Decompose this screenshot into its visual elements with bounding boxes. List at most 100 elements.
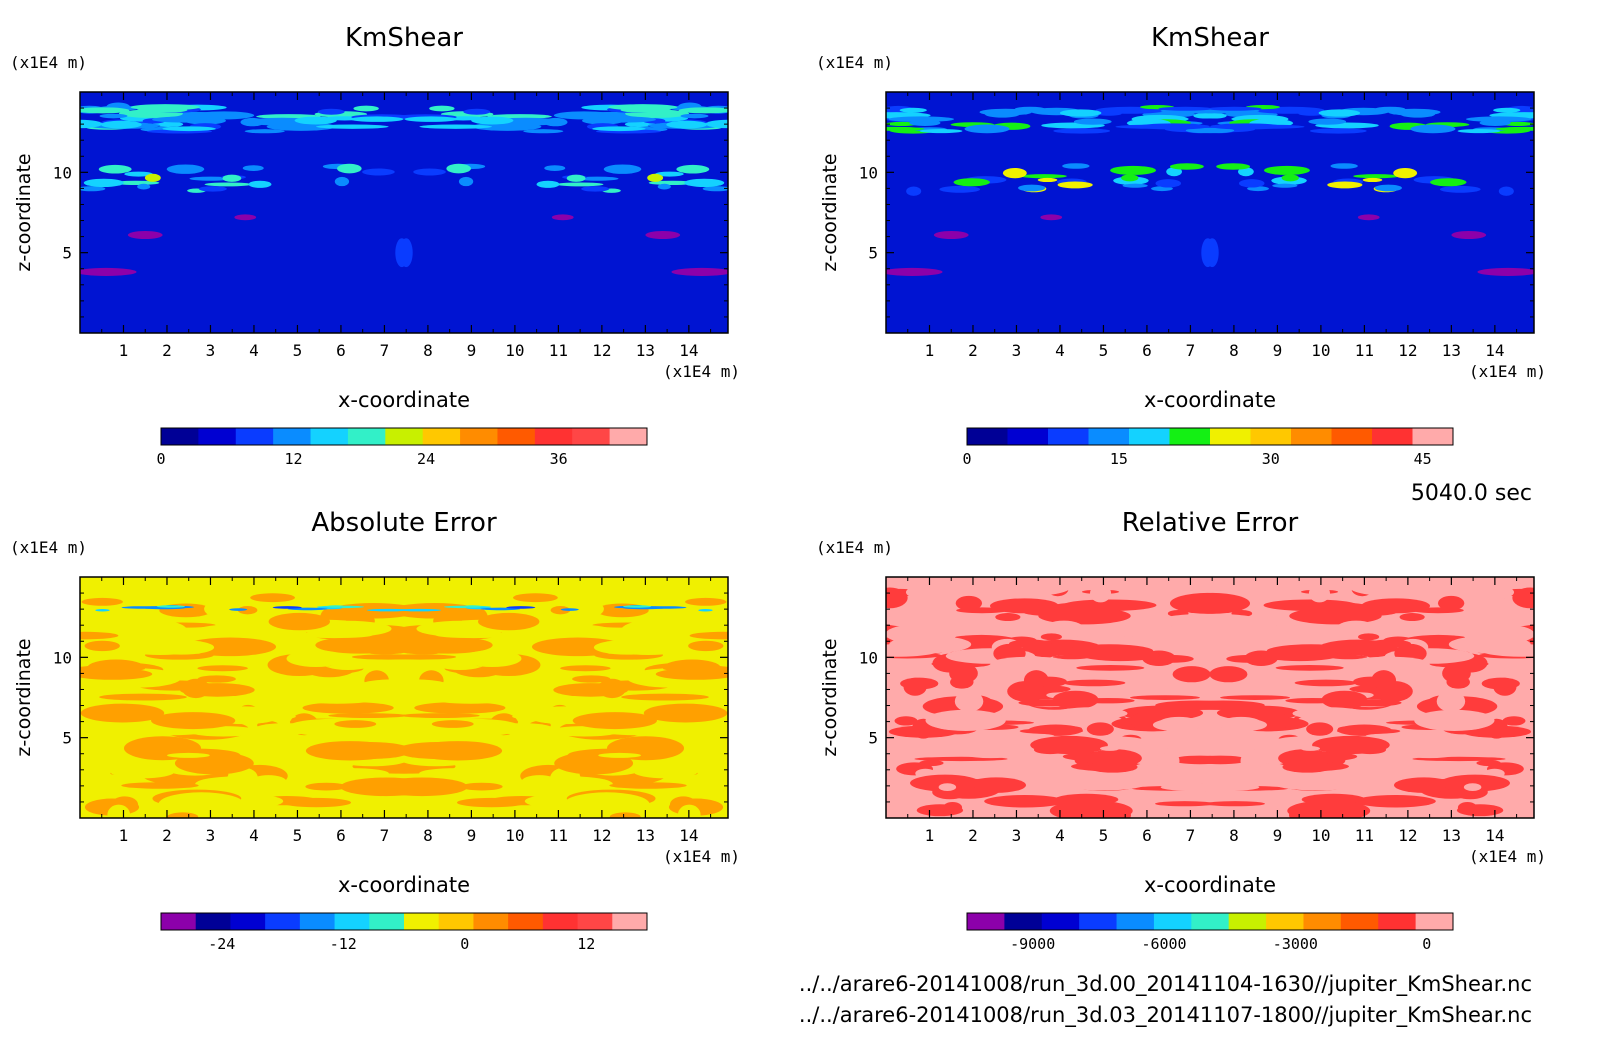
field-contour: [1354, 795, 1436, 808]
field-contour: [1430, 178, 1467, 187]
field-contour: [1155, 179, 1182, 188]
field-contour: [990, 598, 1059, 614]
field-contour: [643, 703, 728, 723]
x-tick-label: 6: [336, 826, 346, 845]
colorbar-swatch: [1266, 913, 1304, 930]
field-contour: [1008, 639, 1052, 648]
field-contour: [1089, 584, 1112, 603]
field-contour: [1390, 737, 1469, 759]
colorbar-swatch: [1088, 428, 1130, 445]
field-contour: [1292, 707, 1366, 720]
colorbar-swatch: [572, 428, 611, 445]
colorbar-swatch: [1228, 913, 1267, 930]
field-contour: [1059, 109, 1102, 117]
field-contour: [1285, 697, 1340, 704]
panel-title: KmShear: [345, 23, 463, 53]
field-contour: [1498, 186, 1514, 196]
field-contour: [995, 613, 1021, 622]
field-contour: [1121, 174, 1139, 182]
field-contour: [1463, 783, 1482, 792]
field-contour: [953, 178, 990, 187]
field-contour: [234, 214, 257, 221]
field-contour: [992, 656, 1071, 669]
colorbar-swatch: [967, 913, 1005, 930]
field-contour: [80, 107, 130, 114]
field-contour: [1512, 587, 1534, 609]
field-contour: [1289, 602, 1370, 612]
field-contour: [1040, 214, 1063, 221]
colorbar: 0 15 30 45: [962, 427, 1454, 468]
colorbar-swatch: [1048, 428, 1089, 445]
field-contour: [156, 605, 185, 608]
field-contour: [1422, 611, 1492, 622]
field-contour: [905, 583, 963, 601]
colorbar-swatch: [1129, 428, 1170, 445]
field-contour: [889, 635, 972, 654]
colorbar-swatch: [265, 913, 301, 930]
field-contour: [1442, 663, 1471, 684]
field-contour: [158, 792, 245, 817]
panel-title: KmShear: [1151, 23, 1269, 53]
field-contour: [337, 163, 362, 174]
field-contour: [894, 716, 918, 726]
field-contour: [1174, 592, 1251, 614]
field-contour: [886, 609, 940, 627]
field-contour: [268, 612, 330, 631]
field-contour: [1362, 177, 1383, 183]
field-contour: [1037, 177, 1058, 183]
field-contour: [708, 728, 728, 753]
field-contour: [1002, 167, 1027, 179]
field-contour: [386, 679, 407, 696]
field-contour: [1465, 116, 1532, 122]
field-contour: [435, 631, 513, 639]
plot-frame: [79, 91, 729, 334]
field-contour: [1457, 129, 1501, 134]
field-contour: [281, 797, 351, 808]
colorbar-tick-label: 24: [417, 450, 435, 468]
field-contour: [254, 723, 317, 735]
field-contour: [910, 774, 981, 792]
file-path-2: ../../arare6-20141008/run_3d.03_20141107…: [799, 1003, 1532, 1028]
colorbar-swatch: [609, 428, 648, 445]
field-contour: [1160, 751, 1180, 771]
field-contour: [1480, 609, 1534, 627]
field-contour: [560, 608, 579, 611]
field-contour: [1234, 124, 1305, 129]
field-contour: [1158, 106, 1213, 111]
colorbar: -9000 -6000 -3000 0: [966, 912, 1454, 953]
field-contour: [197, 665, 248, 672]
field-contour: [1476, 759, 1501, 767]
field-contour: [1080, 648, 1160, 662]
field-contour: [1193, 627, 1288, 646]
field-contour: [194, 624, 277, 638]
field-contour: [1205, 801, 1265, 807]
field-contour: [1080, 697, 1135, 704]
field-contour: [413, 741, 503, 761]
field-contour: [620, 107, 672, 113]
field-contour: [598, 752, 641, 758]
field-contour: [1258, 763, 1288, 777]
field-contour: [1030, 735, 1108, 755]
field-contour: [167, 812, 199, 818]
field-contour: [1349, 656, 1428, 669]
colorbar-swatch: [967, 428, 1008, 445]
field-contour: [671, 267, 728, 276]
field-contour: [305, 782, 348, 791]
field-contour: [1057, 181, 1093, 189]
field-contour: [536, 180, 560, 188]
colorbar-swatch: [1378, 913, 1417, 930]
field-contour: [1155, 801, 1215, 807]
field-contour: [1393, 167, 1418, 179]
field-contour: [1352, 676, 1389, 688]
field-contour: [1477, 267, 1534, 276]
field-contour: [676, 773, 728, 782]
x-tick-label: 5: [1099, 341, 1109, 360]
field-contour: [512, 593, 558, 603]
field-contour: [222, 174, 242, 182]
field-contour: [521, 775, 558, 789]
x-tick-label: 9: [467, 341, 477, 360]
field-contour: [83, 178, 124, 188]
field-contour: [1308, 118, 1347, 125]
field-contour: [1050, 602, 1131, 612]
field-contour: [1172, 666, 1211, 683]
